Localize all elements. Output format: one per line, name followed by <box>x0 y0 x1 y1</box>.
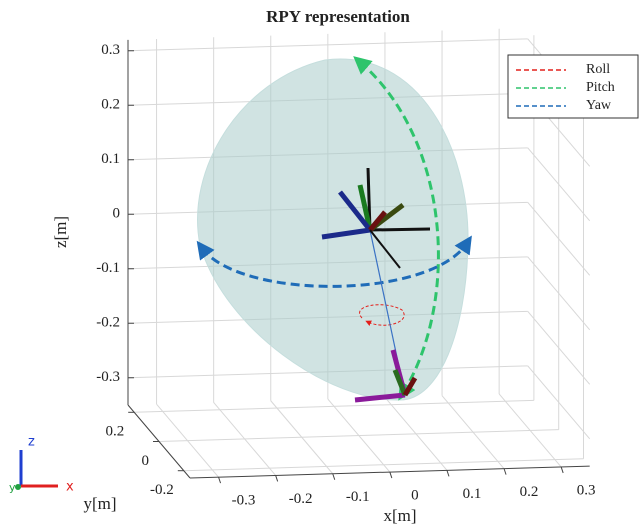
z-tick-label: -0.2 <box>96 315 120 331</box>
axis-bar <box>368 210 387 232</box>
grid-line <box>183 458 584 472</box>
axis-bar <box>402 376 418 397</box>
chart-title: RPY representation <box>266 7 410 26</box>
x-tick <box>389 471 393 479</box>
axis-bar <box>392 369 408 396</box>
frame <box>127 39 590 484</box>
arcs <box>196 56 472 401</box>
axis-bar <box>338 190 372 232</box>
y-tick-label: 0.2 <box>105 424 124 440</box>
robot <box>321 167 431 403</box>
grid-line <box>527 311 591 385</box>
x-tick-label: 0.3 <box>577 482 596 498</box>
x-tick-label: 0 <box>411 487 419 503</box>
x-tick-label: 0.1 <box>463 486 482 502</box>
grid-line <box>134 399 534 413</box>
yaw-arc <box>196 235 472 288</box>
icon-x-label: x <box>66 480 74 495</box>
grid-line <box>527 202 591 276</box>
grid-line <box>527 256 591 331</box>
legend-label: Pitch <box>586 80 615 95</box>
x-tick <box>446 470 450 477</box>
pitch-arc <box>353 56 440 401</box>
axis-bar <box>321 227 371 240</box>
z-tick-label: 0.1 <box>101 151 120 167</box>
icon-y-label: y <box>9 481 16 494</box>
axis-bar <box>369 227 431 232</box>
axes-icon: z x y <box>9 435 74 495</box>
grid-line <box>527 147 591 222</box>
x-tick <box>275 475 279 482</box>
grid-line <box>527 365 591 440</box>
x-tick-label: -0.2 <box>289 491 313 507</box>
icon-y-axis <box>15 484 21 490</box>
legend: Roll Pitch Yaw <box>507 54 639 119</box>
x-tick-label: -0.1 <box>346 489 370 505</box>
y-tick-label: 0 <box>142 453 150 469</box>
legend-box <box>507 54 639 119</box>
x-tick <box>560 466 564 474</box>
x-axis-label: x[m] <box>383 506 416 525</box>
grid-line <box>158 429 559 442</box>
icon-z-label: z <box>28 435 35 450</box>
z-axis-label: z[m] <box>51 216 70 248</box>
z-tick-label: 0.3 <box>101 42 120 58</box>
axis-bar <box>354 392 406 403</box>
y-tick-label: -0.2 <box>150 482 174 498</box>
x-tick <box>332 473 336 480</box>
z-tick-label: -0.3 <box>96 369 120 385</box>
x-tick-label: 0.2 <box>520 484 539 500</box>
grid-line <box>127 38 528 52</box>
z-tick-label: -0.1 <box>96 260 120 276</box>
axis-bar <box>369 229 401 269</box>
legend-label: Roll <box>586 62 610 77</box>
z-tick-label: 0.2 <box>101 97 120 113</box>
legend-label: Yaw <box>586 98 612 113</box>
x-tick-label: -0.3 <box>232 493 256 509</box>
axis-bar <box>357 184 373 231</box>
y-axis-label: y[m] <box>83 494 116 513</box>
z-tick-label: 0 <box>113 206 121 222</box>
x-tick <box>503 468 507 475</box>
x-tick <box>218 476 222 484</box>
